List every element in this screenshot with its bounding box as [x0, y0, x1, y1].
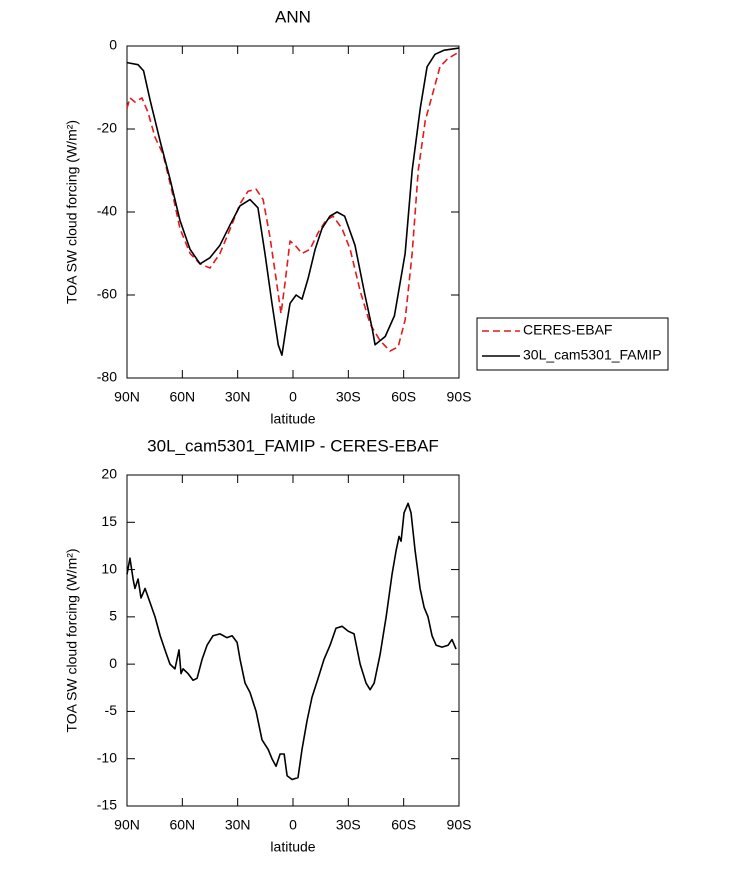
- x-tick-label: 30S: [336, 389, 361, 405]
- x-tick-label: 90N: [114, 389, 140, 405]
- y-tick-label: 0: [109, 37, 117, 53]
- y-tick-label: -5: [105, 702, 118, 718]
- x-tick-label: 90N: [114, 817, 140, 833]
- y-tick-label: -80: [97, 369, 117, 385]
- x-tick-label: 30S: [336, 817, 361, 833]
- x-tick-label: 90S: [447, 389, 472, 405]
- y-tick-label: 15: [101, 513, 117, 529]
- legend-box: [476, 317, 669, 371]
- x-tick-label: 0: [289, 817, 297, 833]
- x-tick-label: 60N: [169, 817, 195, 833]
- y-tick-label: 0: [109, 655, 117, 671]
- x-tick-label: 30N: [225, 817, 251, 833]
- data-line: [126, 502, 457, 781]
- y-tick-label: -15: [97, 797, 117, 813]
- data-line: [126, 51, 460, 352]
- x-tick-label: 0: [289, 389, 297, 405]
- x-axis-label: latitude: [270, 411, 315, 427]
- x-tick-label: 60N: [169, 389, 195, 405]
- y-tick-label: -60: [97, 286, 117, 302]
- x-tick-label: 60S: [391, 817, 416, 833]
- chart-title: 30L_cam5301_FAMIP - CERES-EBAF: [147, 436, 439, 455]
- y-axis-label: TOA SW cloud forcing (W/m²): [64, 120, 80, 304]
- x-axis-label: latitude: [270, 839, 315, 855]
- data-line: [126, 47, 460, 356]
- y-tick-label: -10: [97, 749, 117, 765]
- y-tick-label: 10: [101, 560, 117, 576]
- chart-title: ANN: [275, 7, 311, 26]
- x-tick-label: 90S: [447, 817, 472, 833]
- y-tick-label: -40: [97, 203, 117, 219]
- y-tick-label: 5: [109, 608, 117, 624]
- y-axis-label: TOA SW cloud forcing (W/m²): [64, 548, 80, 732]
- y-tick-label: 20: [101, 466, 117, 482]
- legend-label: 30L_cam5301_FAMIP: [523, 347, 662, 363]
- legend-label: CERES-EBAF: [523, 322, 612, 338]
- plot-frame: [126, 474, 460, 807]
- y-tick-label: -20: [97, 120, 117, 136]
- x-tick-label: 30N: [225, 389, 251, 405]
- x-tick-label: 60S: [391, 389, 416, 405]
